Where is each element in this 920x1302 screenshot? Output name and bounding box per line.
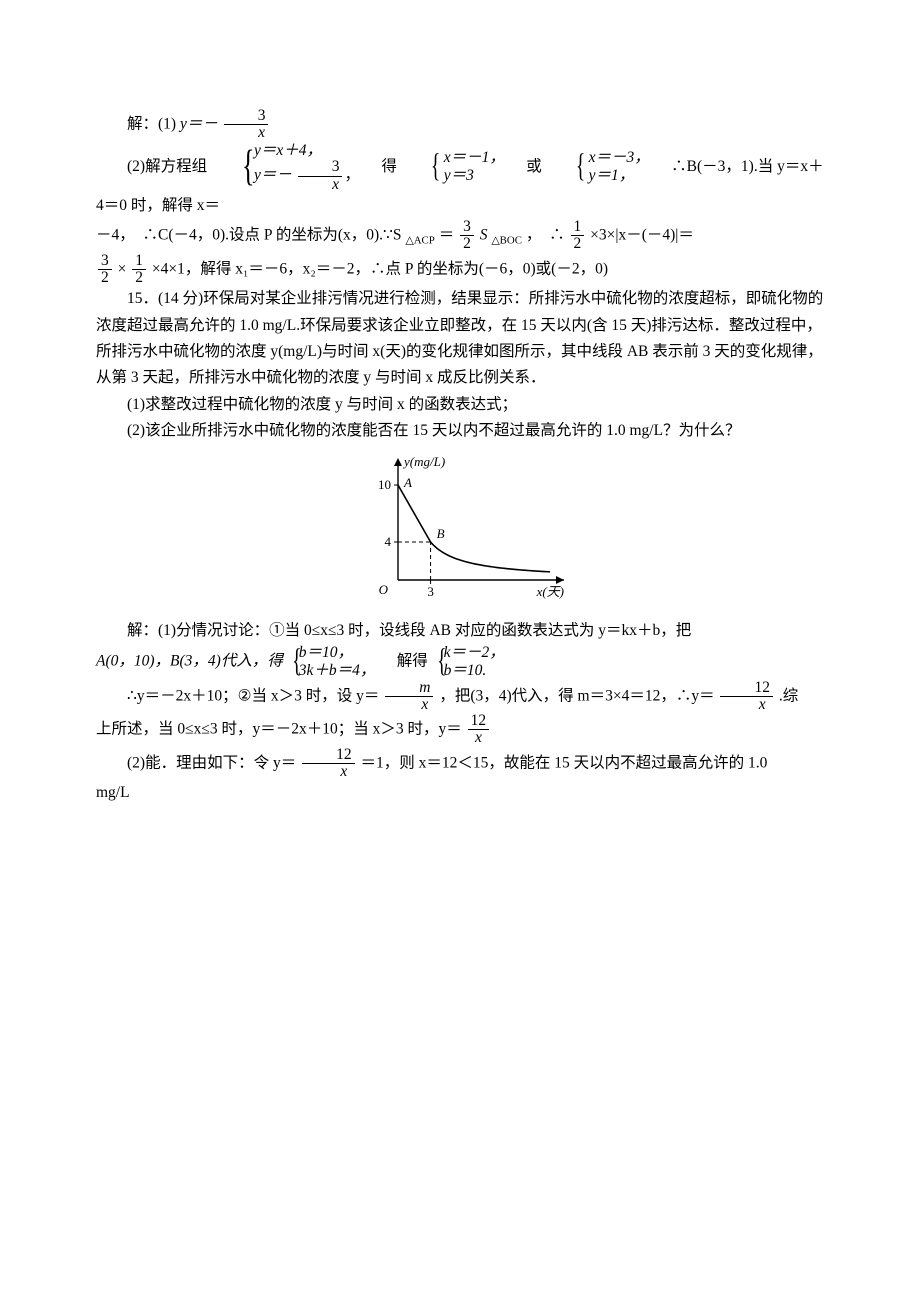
sys-row: b＝10. — [444, 662, 505, 680]
numerator: 12 — [468, 713, 490, 730]
chart-figure: 4 10 3 Oy(mg/L) x(天) A B — [96, 452, 824, 611]
text: ＝ — [439, 227, 455, 244]
sys-row: b＝10， — [299, 644, 376, 662]
text: S — [480, 227, 488, 244]
denominator: x — [720, 697, 773, 713]
denominator: x — [385, 697, 433, 713]
p15-sol-line4: 上所述，当 0≤x≤3 时，y＝－2x＋10；当 x＞3 时，y＝ 12 x — [96, 713, 824, 747]
p14-sol-line2: (2)解方程组 y＝x＋4， y＝－ 3 x ， 得 x＝－1， y＝3 或 x… — [96, 142, 824, 220]
denominator: 2 — [460, 236, 474, 252]
svg-text:B: B — [437, 526, 445, 541]
numerator: 3 — [224, 108, 269, 125]
text: × — [118, 260, 127, 277]
text: .综 — [779, 687, 798, 704]
denominator: x — [302, 764, 355, 780]
fraction: 3 x — [298, 159, 343, 193]
p15-sol-line3: ∴y＝－2x＋10；②当 x＞3 时，设 y＝ m x ，把(3，4)代入，得 … — [96, 680, 824, 714]
numerator: 12 — [720, 680, 773, 697]
subscript: △ACP — [405, 235, 434, 247]
svg-text:y(mg/L): y(mg/L) — [402, 454, 445, 469]
fraction: 12 x — [302, 747, 355, 781]
text: 上所述，当 0≤x≤3 时，y＝－2x＋10；当 x＞3 时，y＝ — [96, 721, 462, 738]
numerator: 3 — [98, 253, 112, 270]
text: A(0，10)，B(3，4)代入，得 — [96, 652, 283, 669]
text: 得 — [366, 158, 397, 175]
fraction: 3 2 — [460, 219, 474, 253]
fraction: 12 x — [720, 680, 773, 714]
text: ×3×|x－(－4)|＝ — [590, 227, 694, 244]
text: ×4×1，解得 x₁＝－6，x₂＝－2，∴点 P 的坐标为(－6，0)或(－2，… — [152, 260, 608, 277]
text: ， — [344, 167, 360, 184]
text: ，把(3，4)代入，得 m＝3×4＝12，∴y＝ — [439, 687, 714, 704]
chart-svg: 4 10 3 Oy(mg/L) x(天) A B — [350, 452, 570, 602]
numerator: 3 — [460, 219, 474, 236]
text: ＝1，则 x＝12＜15，故能在 15 天以内不超过最高允许的 1.0 — [360, 754, 767, 771]
text: ∴y＝－2x＋10；②当 x＞3 时，设 y＝ — [127, 687, 379, 704]
numerator: 12 — [302, 747, 355, 764]
sys-row: y＝－ 3 x ， — [223, 159, 360, 193]
svg-text:O: O — [379, 582, 389, 597]
svg-text:10: 10 — [378, 477, 391, 492]
p15-statement: 15．(14 分)环保局对某企业排污情况进行检测，结果显示：所排污水中硫化物的浓… — [96, 286, 824, 391]
sys-row: y＝x＋4， — [223, 142, 360, 160]
denominator: x — [468, 730, 490, 746]
p15-sol-line2: A(0，10)，B(3，4)代入，得 b＝10， 3k＋b＝4， 解得 k＝－2… — [96, 644, 824, 680]
denominator: 2 — [571, 236, 585, 252]
denominator: 2 — [132, 270, 146, 286]
fraction: 1 2 — [132, 253, 146, 287]
svg-text:x(天): x(天) — [536, 584, 564, 599]
equation-system: y＝x＋4， y＝－ 3 x ， — [213, 142, 360, 193]
fraction: m x — [385, 680, 433, 714]
text: y＝－ — [254, 167, 292, 184]
fraction: 3 2 — [98, 253, 112, 287]
denominator: 2 — [98, 270, 112, 286]
sys-row: y＝3 — [413, 167, 505, 185]
p15-sol-line5: (2)能．理由如下：令 y＝ 12 x ＝1，则 x＝12＜15，故能在 15 … — [96, 747, 824, 781]
p15-sol-line1: 解：(1)分情况讨论：①当 0≤x≤3 时，设线段 AB 对应的函数表达式为 y… — [96, 618, 824, 644]
numerator: m — [385, 680, 433, 697]
text: 或 — [511, 158, 542, 175]
fraction: 1 2 — [571, 219, 585, 253]
sys-row: 3k＋b＝4， — [299, 662, 376, 680]
p15-q1: (1)求整改过程中硫化物的浓度 y 与时间 x 的函数表达式； — [96, 392, 824, 418]
equation-system: x＝－3， y＝1， — [548, 149, 650, 185]
denominator: x — [298, 177, 343, 193]
svg-text:3: 3 — [427, 584, 434, 599]
subscript: △BOC — [491, 235, 522, 247]
text: 解：(1) — [127, 115, 176, 132]
sys-row: k＝－2， — [444, 644, 505, 662]
fraction: 3 x — [224, 108, 269, 142]
page: 解：(1) y＝－ 3 x (2)解方程组 y＝x＋4， y＝－ 3 x ， 得… — [0, 0, 920, 1302]
fraction: 12 x — [468, 713, 490, 747]
numerator: 1 — [571, 219, 585, 236]
equation-system: x＝－1， y＝3 — [403, 149, 505, 185]
denominator: x — [224, 125, 269, 141]
text: 解得 — [381, 652, 428, 669]
p15-sol-line6: mg/L — [96, 780, 824, 806]
text: －4， ∴C(－4，0).设点 P 的坐标为(x，0).∵S — [96, 227, 402, 244]
text: (2)能．理由如下：令 y＝ — [127, 754, 296, 771]
text: ， ∴ — [526, 227, 565, 244]
svg-text:A: A — [403, 475, 412, 490]
sys-row: y＝1， — [558, 167, 650, 185]
sys-row: x＝－3， — [558, 149, 650, 167]
text: y＝－ — [180, 115, 218, 132]
p15-q2: (2)该企业所排污水中硫化物的浓度能否在 15 天以内不超过最高允许的 1.0 … — [96, 418, 824, 444]
p14-sol-line4: 3 2 × 1 2 ×4×1，解得 x₁＝－6，x₂＝－2，∴点 P 的坐标为(… — [96, 253, 824, 287]
numerator: 3 — [298, 159, 343, 176]
equation-system: k＝－2， b＝10. — [434, 644, 505, 680]
svg-text:4: 4 — [385, 534, 392, 549]
p14-sol-line3: －4， ∴C(－4，0).设点 P 的坐标为(x，0).∵S △ACP ＝ 3 … — [96, 219, 824, 253]
p14-sol-line1: 解：(1) y＝－ 3 x — [96, 108, 824, 142]
equation-system: b＝10， 3k＋b＝4， — [289, 644, 376, 680]
numerator: 1 — [132, 253, 146, 270]
text: (2)解方程组 — [127, 158, 207, 175]
sys-row: x＝－1， — [413, 149, 505, 167]
